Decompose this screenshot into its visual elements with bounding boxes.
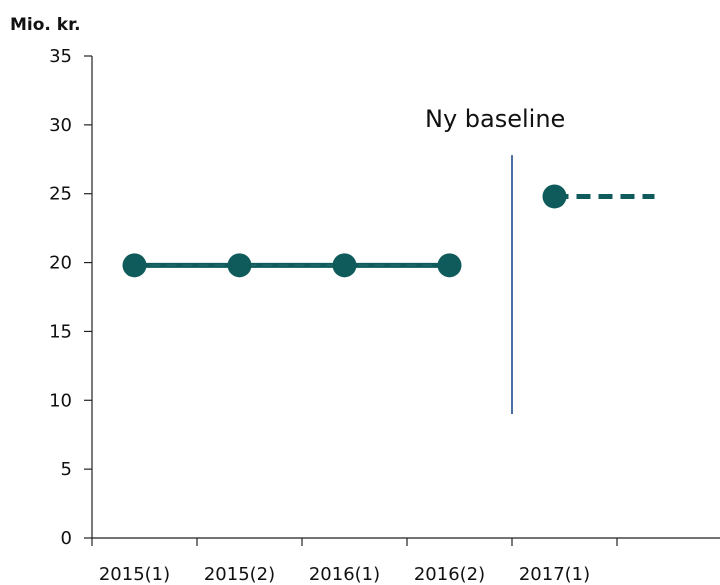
y-tick-label: 25 — [49, 184, 72, 205]
y-tick-label: 15 — [49, 321, 72, 342]
data-point-new-baseline — [542, 184, 567, 209]
data-point — [437, 253, 462, 278]
x-tick-label: 2016(1) — [309, 564, 380, 585]
x-tick-label: 2015(2) — [204, 564, 275, 585]
y-tick-label: 20 — [49, 253, 72, 274]
x-tick-label: 2017(1) — [519, 564, 590, 585]
y-tick-label: 10 — [49, 390, 72, 411]
x-tick-label: 2016(2) — [414, 564, 485, 585]
data-point — [227, 253, 252, 278]
y-tick-label: 35 — [49, 46, 72, 67]
y-tick-label: 5 — [61, 459, 72, 480]
y-tick-label: 30 — [49, 115, 72, 136]
baseline-annotation: Ny baseline — [425, 105, 565, 133]
y-unit-label: Mio. kr. — [10, 15, 81, 35]
data-point — [122, 253, 147, 278]
x-tick-label: 2015(1) — [99, 564, 170, 585]
data-point — [332, 253, 357, 278]
x-axis: 2015(1) 2015(2) 2016(1) 2016(2) 2017(1) — [91, 537, 720, 585]
y-axis: 0 5 10 15 20 25 30 35 — [49, 46, 93, 549]
plot-area — [122, 155, 655, 415]
y-tick-label: 0 — [61, 528, 72, 549]
